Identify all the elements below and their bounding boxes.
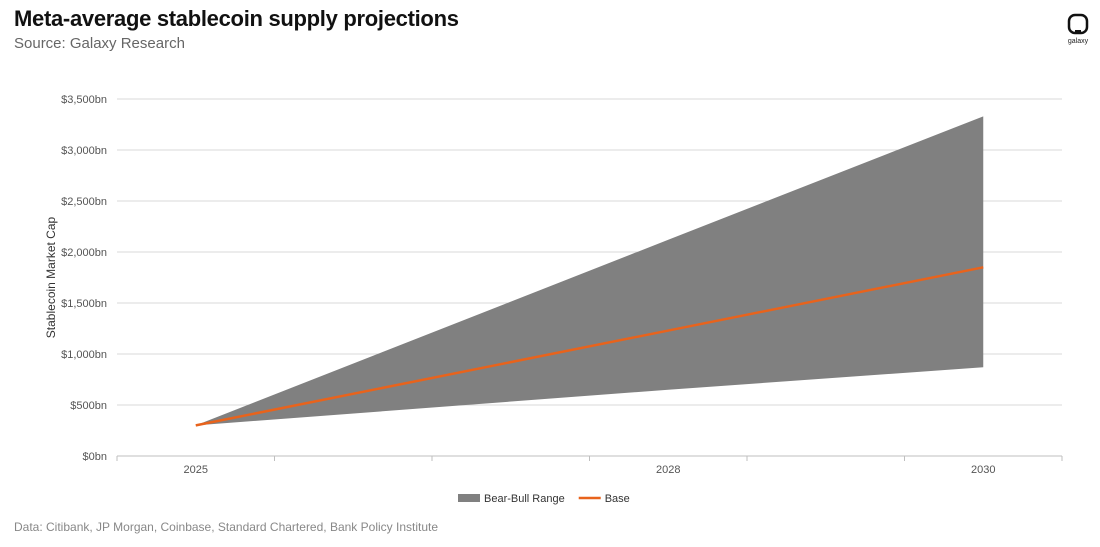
y-tick-label: $2,000bn xyxy=(61,247,107,259)
y-tick-label: $1,000bn xyxy=(61,349,107,361)
x-tick-label: 2025 xyxy=(184,464,208,476)
y-tick-label: $1,500bn xyxy=(61,298,107,310)
x-tick-label: 2030 xyxy=(971,464,995,476)
legend: Bear-Bull Range Base xyxy=(458,493,630,505)
y-tick-label: $3,500bn xyxy=(61,94,107,106)
data-sources-note: Data: Citibank, JP Morgan, Coinbase, Sta… xyxy=(14,520,439,534)
legend-label-base: Base xyxy=(605,493,630,505)
y-tick-label: $500bn xyxy=(70,400,107,412)
chart-title: Meta-average stablecoin supply projectio… xyxy=(14,6,459,31)
galaxy-logo: galaxy xyxy=(1062,12,1094,52)
y-tick-label: $3,000bn xyxy=(61,145,107,157)
legend-label-range: Bear-Bull Range xyxy=(484,493,565,505)
x-tick-label: 2028 xyxy=(656,464,680,476)
legend-swatch-range xyxy=(458,494,480,502)
y-axis-title: Stablecoin Market Cap xyxy=(44,216,58,338)
galaxy-logo-icon xyxy=(1067,13,1089,35)
galaxy-logo-text: galaxy xyxy=(1067,38,1089,45)
chart-subtitle: Source: Galaxy Research xyxy=(14,35,185,52)
axes: $0bn $500bn $1,000bn $1,500bn $2,000bn $2,500… xyxy=(44,94,1063,476)
plot-data xyxy=(195,116,984,427)
y-tick-label: $2,500bn xyxy=(61,196,107,208)
base-series-line xyxy=(195,266,984,427)
y-tick-label: $0bn xyxy=(83,451,107,463)
bear-bull-range-area xyxy=(195,116,984,426)
